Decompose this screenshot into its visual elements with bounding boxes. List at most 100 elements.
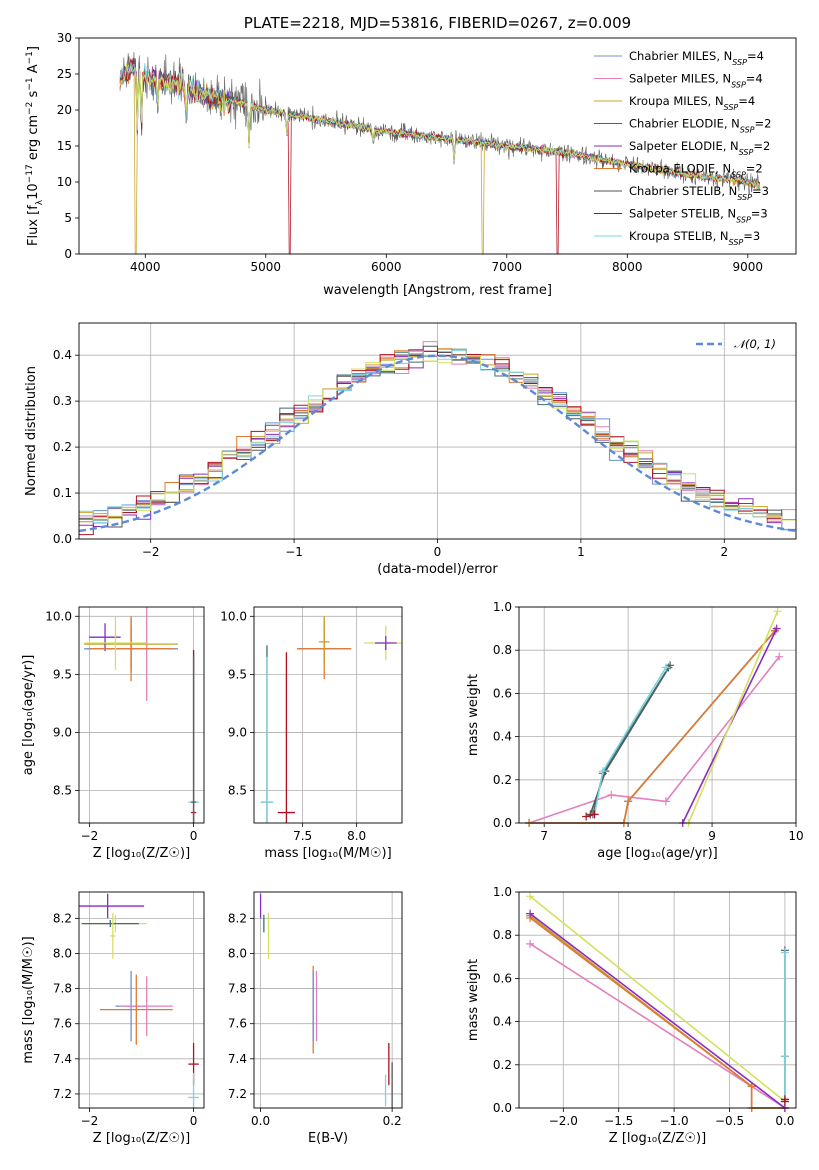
weight-series-7 [592,667,670,815]
y-tick-label: 1.0 [493,885,512,899]
y-tick-label: 0.4 [493,730,512,744]
spectrum-ylabel: Flux [fλ10−17 erg cm−2 s−1 A−1] [25,46,45,246]
x-tick-label: 8 [624,829,632,843]
massweight_vs_age-xlabel: age [log₁₀(age/yr)] [597,846,718,861]
errorbar-point-2 [318,616,330,668]
x-tick-label: 8000 [612,260,643,274]
massweight_vs_Z-xlabel: Z [log₁₀(Z/Z☉)] [609,1131,706,1146]
legend-label: Chabrier STELIB, NSSP=3 [629,184,769,202]
y-tick-label: 0.0 [53,532,72,546]
plus-marker [526,939,535,948]
x-tick-label: 10 [788,829,803,843]
age_vs_Z-ylabel: age [log₁₀(age/yr)] [21,655,36,776]
plus-marker [661,797,670,806]
spectrum-series-9 [119,63,761,190]
massweight_vs_age-axes: 7 8 9 10 0.0 0.2 0.4 0.6 0.8 1.0 [493,600,804,843]
y-tick-label: 20 [57,103,72,117]
y-tick-label: 9.0 [228,725,247,739]
age_vs_mass-xlabel: mass [log₁₀(M/M☉)] [264,846,391,861]
residuals-frame [78,322,797,540]
plus-marker [582,812,591,821]
x-tick-label: 0.0 [775,1114,794,1128]
errorbar-point-6 [260,656,274,823]
residuals-ylabel: Normed distribution [24,366,39,496]
histogram-series-9 [79,355,796,524]
errorbar-point-4 [374,636,397,650]
y-tick-label: 7.2 [53,1087,72,1101]
plus-marker [526,892,535,901]
weight-series-3 [529,630,776,824]
y-tick-label: 8.0 [228,946,247,960]
y-tick-label: 0.8 [493,928,512,942]
weight-series-6 [589,664,671,815]
legend-label: 𝒩(0, 1) [734,337,776,351]
mass_vs_Z-points [79,893,199,1108]
y-tick-label: 8.5 [53,783,72,797]
legend-label: Salpeter MILES, NSSP=4 [629,72,763,90]
y-tick-label: 0.2 [493,773,512,787]
y-tick-label: 8.2 [228,911,247,925]
y-tick-label: 9.0 [53,725,72,739]
massweight_vs_Z-frame [518,891,797,1109]
errorbar-point-8 [188,1072,199,1108]
x-tick-label: 7000 [492,260,523,274]
legend-label: Kroupa STELIB, NSSP=3 [629,229,760,247]
weight-series-1 [529,630,776,824]
weight-series-5 [529,895,786,1103]
age_vs_mass-axes: 7.5 8.0 8.5 9.0 9.5 10.0 [220,607,402,843]
x-tick-label: 0.0 [251,1114,270,1128]
errorbar-point-8 [190,656,197,823]
spectrum-series-2 [119,59,761,254]
y-tick-label: 7.4 [228,1052,247,1066]
plus-marker [624,797,633,806]
mass_vs_Z-axes: −2 0 7.2 7.4 7.6 7.8 8.0 8.2 [53,892,204,1128]
x-tick-label: −2 [81,829,99,843]
errorbar-point-0 [79,893,145,919]
plus-marker [773,607,782,616]
age_vs_mass-frame [253,606,403,824]
y-tick-label: 0.0 [493,1101,512,1115]
errorbar-point-5 [120,976,173,1036]
age_vs_Z-frame [78,606,205,824]
legend-label: Chabrier MILES, NSSP=4 [629,49,764,67]
residuals-xlabel: (data-model)/error [377,562,498,577]
y-tick-label: 30 [57,31,72,45]
y-tick-label: 10 [57,175,72,189]
residuals-axes: −2 −1 0 1 2 0.0 0.1 0.2 0.3 0.4 [53,323,796,559]
massweight_vs_age-lines [525,607,784,827]
spectrum-series-7 [119,58,761,254]
x-tick-label: 0 [190,829,198,843]
plus-marker [775,652,784,661]
x-tick-label: −1.5 [604,1114,633,1128]
y-tick-label: 7.6 [53,1017,72,1031]
massweight_vs_Z-lines [526,892,789,1112]
plus-marker [772,624,781,633]
mass_vs_Z-frame [78,891,205,1109]
x-tick-label: 2 [720,545,728,559]
x-tick-label: 0 [190,1114,198,1128]
errorbar-point-5 [84,616,147,670]
y-tick-label: 0.2 [53,440,72,454]
mass_vs_Z-xlabel: Z [log₁₀(Z/Z☉)] [93,1131,190,1146]
legend-label: Salpeter STELIB, NSSP=3 [629,207,768,225]
spectrum-lines [119,51,761,254]
mass_vs_ebv-xlabel: E(B-V) [308,1131,348,1146]
errorbar-point-2 [81,920,139,928]
errorbar-point-4 [89,616,173,682]
plus-marker [747,1082,756,1091]
massweight_vs_age-frame [518,606,797,824]
y-tick-label: 9.5 [53,667,72,681]
mass_vs_Z-ylabel: mass [log₁₀(M/M☉)] [21,936,36,1063]
age_vs_mass-points [260,616,402,823]
y-tick-label: 0 [64,247,72,261]
y-tick-label: 8.2 [53,911,72,925]
x-tick-label: −2 [81,1114,99,1128]
y-tick-label: 0.4 [53,348,72,362]
legend-label: Kroupa ELODIE, NSSP=2 [629,162,763,180]
weight-series-2 [529,630,776,824]
spectrum-xlabel: wavelength [Angstrom, rest frame] [323,283,552,298]
spectrum-title: PLATE=2218, MJD=53816, FIBERID=0267, z=0… [244,14,631,32]
x-tick-label: 7 [540,829,548,843]
plus-marker [780,948,789,957]
